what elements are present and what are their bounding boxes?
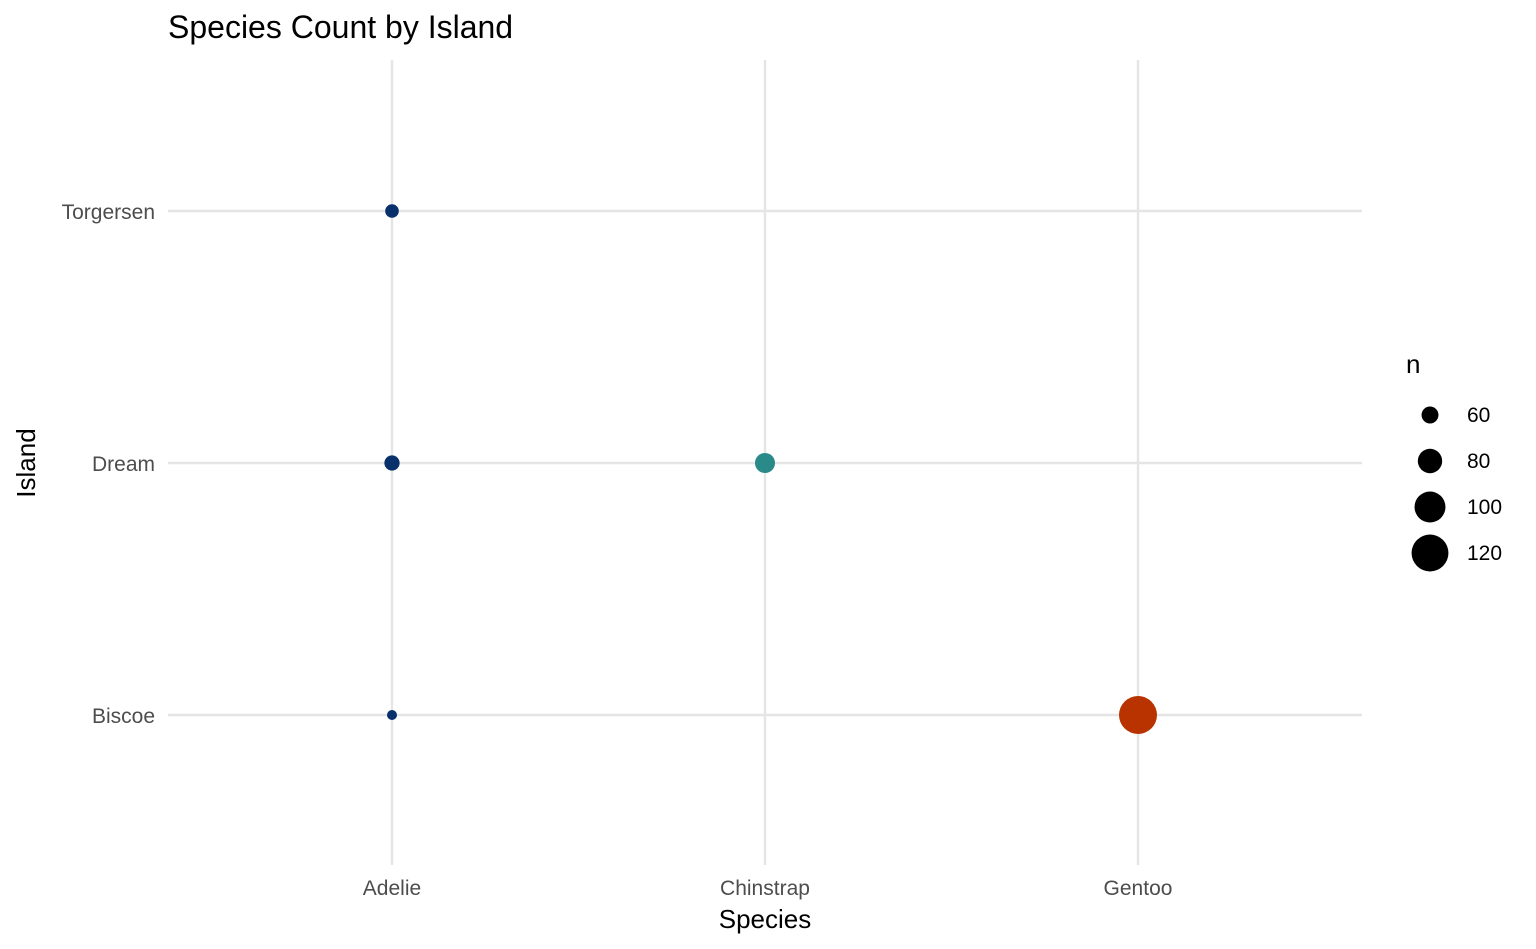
- legend-label-120: 120: [1467, 542, 1502, 565]
- legend-label-80: 80: [1467, 450, 1490, 473]
- chart-title: Species Count by Island: [168, 9, 513, 45]
- legend-key-60: [1422, 407, 1439, 424]
- legend-items: 60 80 100 120: [1412, 404, 1502, 571]
- legend-key-100: [1415, 492, 1446, 523]
- legend-key-120: [1412, 535, 1449, 572]
- legend-label-100: 100: [1467, 496, 1502, 519]
- point-adelie-torgersen: [385, 204, 399, 218]
- point-adelie-dream: [384, 455, 399, 470]
- y-axis-tick-labels: Biscoe Dream Torgersen: [62, 201, 155, 728]
- y-tick-biscoe: Biscoe: [92, 705, 155, 728]
- y-tick-torgersen: Torgersen: [62, 201, 155, 224]
- x-axis-title: Species: [719, 904, 812, 934]
- y-axis-title: Island: [11, 428, 41, 497]
- x-tick-gentoo: Gentoo: [1104, 877, 1173, 900]
- point-gentoo-biscoe: [1119, 696, 1157, 734]
- data-points: [384, 204, 1157, 734]
- legend-title: n: [1406, 349, 1420, 379]
- legend-key-80: [1418, 449, 1442, 473]
- legend-label-60: 60: [1467, 404, 1490, 427]
- size-legend: n 60 80 100 120: [1406, 349, 1502, 571]
- x-tick-chinstrap: Chinstrap: [720, 877, 810, 900]
- point-adelie-biscoe: [387, 710, 397, 720]
- y-tick-dream: Dream: [92, 453, 155, 476]
- point-chinstrap-dream: [755, 453, 775, 473]
- x-axis-tick-labels: Adelie Chinstrap Gentoo: [363, 877, 1173, 900]
- x-tick-adelie: Adelie: [363, 877, 421, 900]
